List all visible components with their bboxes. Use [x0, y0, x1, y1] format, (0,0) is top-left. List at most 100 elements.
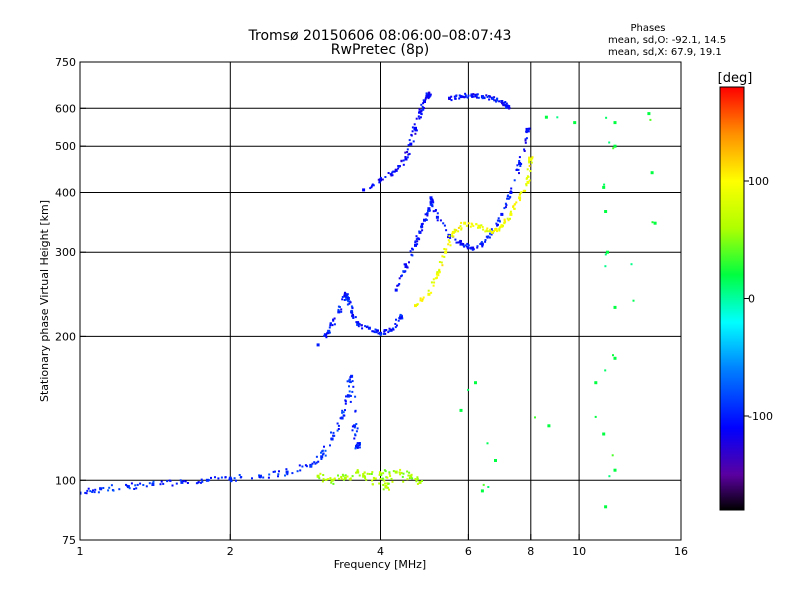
data-point-cluster [397, 167, 400, 170]
data-point-cluster [389, 475, 392, 477]
data-point-cluster [278, 470, 280, 473]
data-point [337, 310, 341, 314]
data-point-cluster [110, 484, 113, 487]
data-point-cluster [525, 184, 528, 187]
data-point-cluster [130, 482, 133, 485]
data-point-cluster [348, 302, 351, 305]
data-point-cluster [448, 98, 451, 100]
data-point-cluster [344, 402, 347, 405]
data-point-cluster [329, 322, 332, 325]
data-point-cluster [519, 165, 522, 167]
data-point-cluster [267, 476, 270, 479]
data-point-cluster [414, 304, 417, 307]
data-point [480, 242, 484, 246]
data-point-cluster [382, 333, 385, 335]
data-point-cluster [421, 298, 424, 301]
data-point-cluster [486, 442, 489, 445]
y-tick-label: 500 [55, 140, 76, 153]
data-point-cluster [513, 179, 516, 182]
data-point-cluster [406, 266, 409, 269]
chart-title-line-1: Tromsø 20150606 08:06:00–08:07:43 [248, 28, 512, 44]
data-point-cluster [377, 329, 379, 332]
data-point-cluster [341, 473, 344, 476]
data-point-cluster [388, 488, 390, 491]
data-point [518, 196, 522, 200]
data-point-cluster [125, 483, 127, 486]
data-point-cluster [384, 332, 387, 335]
data-point-cluster [392, 470, 395, 473]
colorbar-tick-label: -100 [748, 410, 773, 423]
data-point-cluster [485, 94, 488, 97]
data-point [423, 218, 426, 222]
data-point-cluster [534, 416, 536, 419]
data-point-cluster [262, 476, 265, 479]
data-point-cluster [414, 132, 417, 135]
data-point [474, 381, 477, 385]
data-point-cluster [313, 461, 316, 464]
data-point-cluster [354, 395, 357, 398]
data-point-cluster [277, 473, 280, 476]
data-point-cluster [476, 96, 478, 99]
data-point-cluster [407, 144, 410, 147]
data-point-cluster [394, 326, 397, 329]
data-point-cluster [531, 157, 534, 160]
data-point-cluster [525, 183, 528, 186]
data-point [544, 115, 548, 119]
data-point-cluster [467, 245, 469, 248]
data-point-cluster [210, 476, 212, 479]
data-point-cluster [387, 172, 390, 174]
data-point-cluster [466, 247, 469, 250]
data-point-cluster [330, 481, 333, 484]
data-point [500, 212, 504, 216]
data-point-cluster [315, 455, 318, 458]
data-point-cluster [484, 230, 487, 233]
data-point-cluster [399, 314, 402, 317]
data-point [459, 408, 463, 412]
data-point-cluster [430, 291, 433, 294]
data-point-cluster [438, 261, 441, 263]
data-point-cluster [336, 429, 339, 432]
data-point-cluster [452, 235, 455, 238]
data-point-cluster [400, 159, 403, 162]
data-point [205, 478, 209, 482]
data-point-cluster [324, 449, 327, 452]
data-point-cluster [399, 315, 401, 318]
data-point-cluster [383, 329, 386, 332]
data-point-cluster [418, 117, 421, 120]
data-point-cluster [506, 104, 509, 107]
data-point-cluster [474, 95, 477, 98]
data-point-cluster [436, 271, 439, 274]
data-point-cluster [84, 491, 87, 494]
data-point-cluster [284, 474, 286, 477]
data-point-cluster [431, 205, 434, 208]
data-point-cluster [322, 452, 325, 455]
data-point-cluster [462, 243, 465, 245]
data-point-cluster [528, 164, 531, 167]
data-point [320, 455, 324, 459]
data-point-cluster [522, 189, 525, 192]
data-point-cluster [465, 224, 468, 227]
data-point-cluster [383, 330, 386, 333]
data-point-cluster [85, 492, 88, 495]
data-point-cluster [608, 475, 611, 478]
data-point-cluster [415, 117, 418, 120]
data-point-cluster [449, 236, 452, 239]
data-point-cluster [525, 127, 528, 130]
data-point-cluster [518, 193, 521, 196]
data-point-cluster [341, 298, 344, 301]
data-point-cluster [422, 108, 425, 111]
x-tick-label: 2 [227, 545, 234, 558]
data-point-cluster [479, 243, 482, 245]
data-point-cluster [414, 129, 417, 132]
data-point-cluster [348, 390, 351, 393]
data-point-cluster [318, 477, 321, 480]
data-point-cluster [320, 458, 323, 460]
data-point-cluster [405, 263, 407, 266]
data-point-cluster [401, 317, 404, 320]
data-point-cluster [381, 477, 384, 480]
data-point-cluster [442, 222, 445, 225]
data-point-cluster [389, 328, 392, 331]
data-point-cluster [128, 487, 131, 490]
data-point-cluster [343, 294, 346, 297]
data-point-cluster [503, 218, 506, 221]
